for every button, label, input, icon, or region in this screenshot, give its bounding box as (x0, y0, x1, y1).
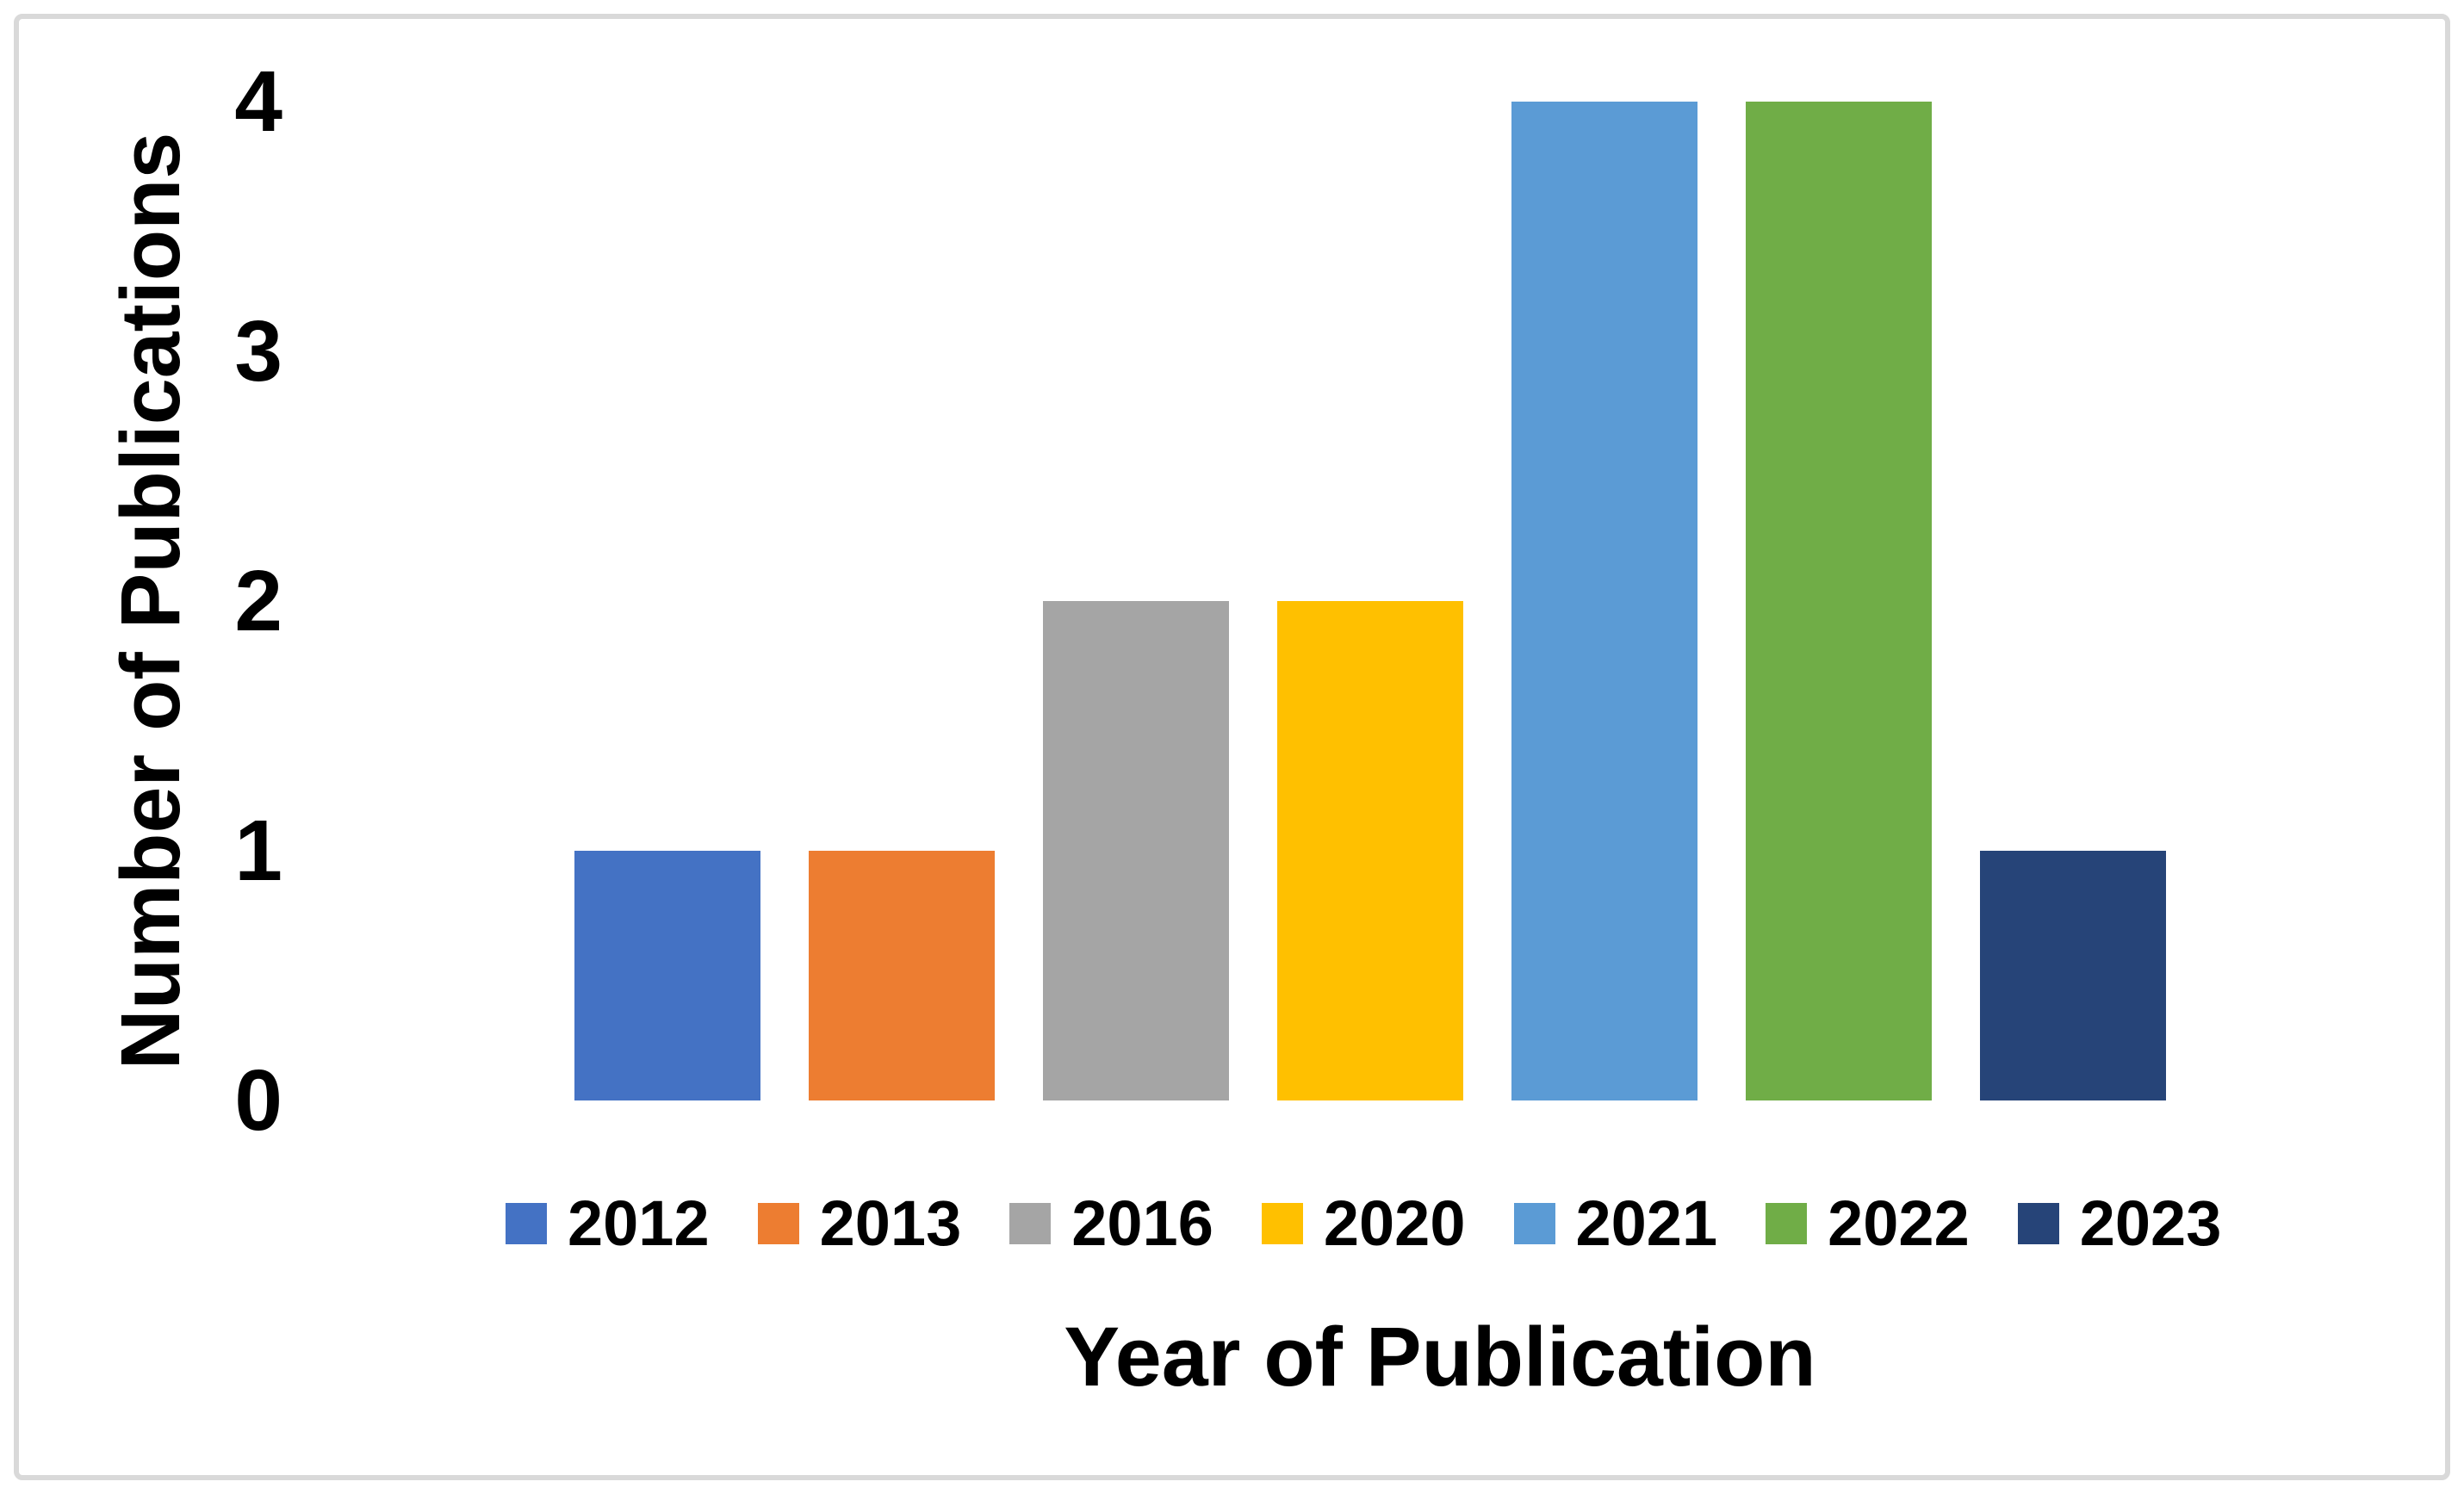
y-tick-label-4: 4 (234, 53, 282, 150)
legend-swatch-2013 (757, 1203, 799, 1244)
legend-label-2020: 2020 (1323, 1187, 1466, 1259)
legend-label-2023: 2023 (2079, 1187, 2222, 1259)
bar-2023 (1980, 851, 2166, 1100)
bar-2020 (1277, 601, 1463, 1100)
bar-2021 (1511, 102, 1697, 1100)
legend-label-2012: 2012 (568, 1187, 710, 1259)
legend-swatch-2016 (1009, 1203, 1052, 1244)
legend-item-2013: 2013 (757, 1187, 962, 1259)
legend-item-2022: 2022 (1766, 1192, 1970, 1255)
legend-swatch-2021 (1513, 1203, 1555, 1244)
legend-swatch-2012 (506, 1203, 547, 1244)
legend-label-2016: 2016 (1071, 1187, 1213, 1259)
y-tick-label-2: 2 (234, 553, 282, 649)
legend-label-2013: 2013 (819, 1187, 962, 1259)
legend-item-2020: 2020 (1261, 1187, 1466, 1259)
y-tick-label-0: 0 (234, 1052, 282, 1149)
legend-item-2012: 2012 (506, 1192, 710, 1255)
legend-label-2021: 2021 (1575, 1187, 1718, 1259)
legend-swatch-2023 (2017, 1203, 2059, 1244)
legend-swatch-2020 (1261, 1203, 1303, 1244)
y-tick-label-1: 1 (234, 803, 282, 899)
legend: 2012 2013 2016 2020 2021 2022 2023 (506, 1192, 2221, 1255)
bar-2012 (574, 851, 760, 1100)
y-axis-tick-labels: 0 1 2 3 4 (0, 0, 282, 1494)
plot-area (550, 102, 2190, 1100)
bar-2013 (809, 851, 995, 1100)
bar-2016 (1043, 601, 1229, 1100)
legend-label-2022: 2022 (1828, 1187, 1970, 1259)
legend-swatch-2022 (1766, 1203, 1808, 1244)
bar-2022 (1746, 102, 1932, 1100)
y-tick-label-3: 3 (234, 303, 282, 400)
legend-item-2016: 2016 (1009, 1192, 1213, 1255)
x-axis-title: Year of Publication (1064, 1310, 1816, 1404)
legend-item-2023: 2023 (2017, 1187, 2222, 1259)
legend-item-2021: 2021 (1513, 1187, 1718, 1259)
